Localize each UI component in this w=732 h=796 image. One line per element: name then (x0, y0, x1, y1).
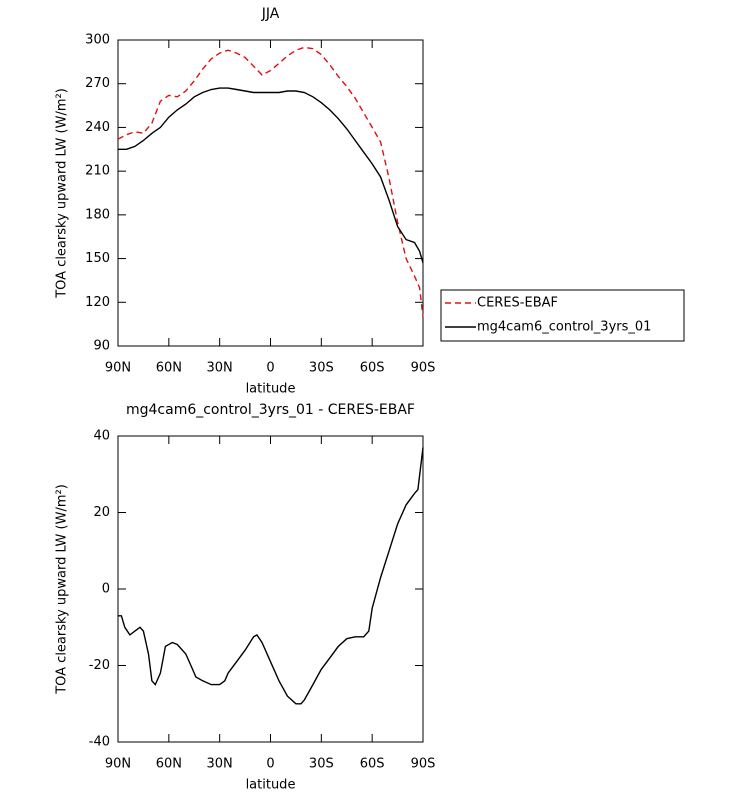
legend-box (440, 289, 685, 342)
x-tick-label: 90S (411, 757, 436, 772)
y-axis-label: TOA clearsky upward LW (W/m²) (55, 88, 70, 299)
x-tick-label: 30S (309, 361, 334, 376)
x-tick-label: 60S (360, 361, 385, 376)
x-tick-label: 60N (156, 757, 182, 772)
y-tick-label: 120 (85, 295, 110, 310)
x-tick-label: 60S (360, 757, 385, 772)
y-tick-label: 150 (85, 251, 110, 266)
y-tick-label: 240 (85, 120, 110, 135)
legend-label: mg4cam6_control_3yrs_01 (477, 320, 651, 335)
x-tick-label: 0 (266, 757, 274, 772)
x-axis-label: latitude (246, 778, 296, 793)
y-tick-label: 210 (85, 164, 110, 179)
y-axis-label: TOA clearsky upward LW (W/m²) (55, 484, 70, 695)
chart-title: mg4cam6_control_3yrs_01 - CERES-EBAF (126, 402, 415, 418)
x-tick-label: 30N (207, 361, 233, 376)
series-line (118, 87, 424, 264)
y-tick-label: 20 (93, 505, 110, 520)
y-tick-label: -40 (89, 735, 110, 750)
x-tick-label: 60N (156, 361, 182, 376)
x-tick-label: 90N (105, 361, 131, 376)
y-tick-label: 300 (85, 33, 110, 48)
y-tick-label: 90 (93, 339, 110, 354)
x-tick-label: 90N (105, 757, 131, 772)
y-tick-label: 180 (85, 207, 110, 222)
series-line (118, 447, 424, 705)
x-tick-label: 0 (266, 361, 274, 376)
x-axis-label: latitude (246, 382, 296, 397)
y-tick-label: 270 (85, 76, 110, 91)
y-tick-label: 40 (93, 429, 110, 444)
x-tick-label: 90S (411, 361, 436, 376)
y-tick-label: -20 (89, 658, 110, 673)
chart-title: JJA (261, 6, 280, 22)
y-tick-label: 0 (102, 582, 110, 597)
plot-frame (117, 39, 424, 347)
x-tick-label: 30N (207, 757, 233, 772)
legend-label: CERES-EBAF (477, 296, 558, 311)
x-tick-label: 30S (309, 757, 334, 772)
series-line (117, 46, 424, 317)
